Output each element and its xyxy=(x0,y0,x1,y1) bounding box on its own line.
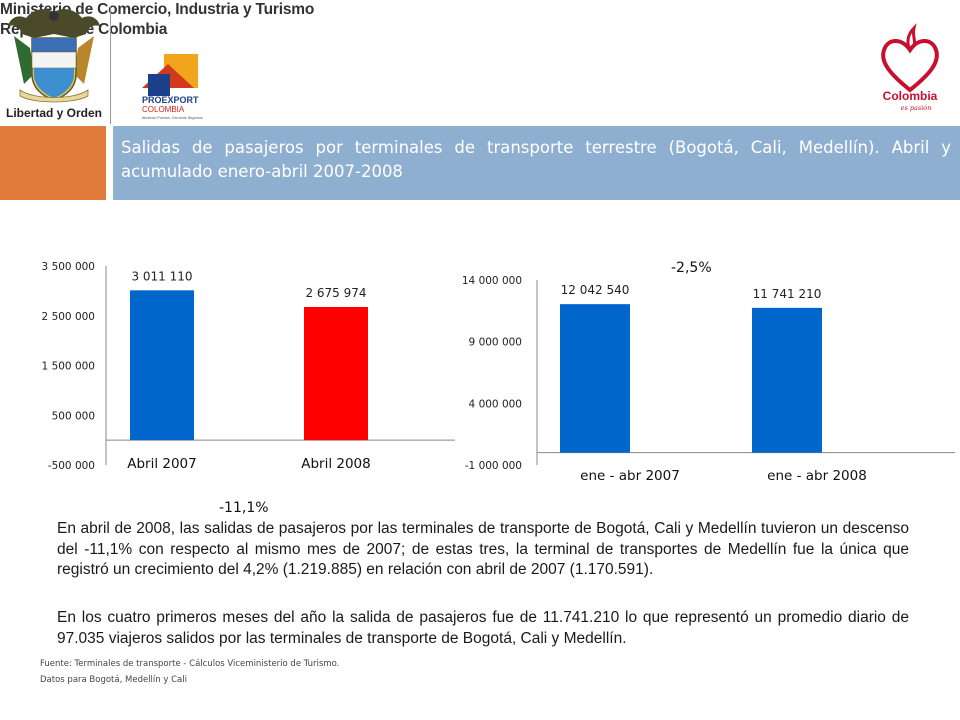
slide-title: Salidas de pasajeros por terminales de t… xyxy=(121,138,951,181)
data-note: Datos para Bogotá, Medellín y Cali xyxy=(40,675,187,685)
chart2-bar xyxy=(752,307,822,453)
colombia-brand-logo: Colombia es pasión xyxy=(881,23,939,112)
colombia-tagline-text: es pasión xyxy=(901,104,932,112)
accent-block xyxy=(0,126,106,200)
chart1-change-label: -11,1% xyxy=(219,500,269,516)
body-paragraph-1: En abril de 2008, las salidas de pasajer… xyxy=(57,520,909,578)
chart1-bar xyxy=(304,306,368,441)
proexport-country: COLOMBIA xyxy=(142,105,185,114)
chart2-category-label: ene - abr 2008 xyxy=(767,468,867,484)
chart2-ytick-label: 9 000 000 xyxy=(469,337,522,349)
chart2-change-label: -2,5% xyxy=(671,260,712,276)
chart1-value-label: 3 011 110 xyxy=(131,269,192,283)
chart2-ytick-label: 4 000 000 xyxy=(469,398,522,410)
chart2-bar xyxy=(560,304,630,453)
chart2-ytick-label: 14 000 000 xyxy=(462,275,522,287)
chart-jan-apr: 14 000 000 9 000 000 4 000 000 -1 000 000 12… xyxy=(462,275,955,484)
ministry-line1: Ministerio de Comercio, Industria y Turi… xyxy=(0,1,315,18)
chart2-ytick-label: -1 000 000 xyxy=(465,460,522,472)
chart-april: 3 500 000 2 500 000 1 500 000 500 000 -500 0… xyxy=(42,261,455,472)
title-bar xyxy=(113,126,960,200)
proexport-tagline: Abriendo Puertos, Cerrando Negocios xyxy=(142,116,203,120)
chart1-bar xyxy=(130,290,194,441)
chart1-ytick-label: -500 000 xyxy=(48,460,95,472)
chart2-category-label: ene - abr 2007 xyxy=(580,468,680,484)
chart1-ytick-label: 500 000 xyxy=(52,410,95,422)
source-note: Fuente: Terminales de transporte - Cálcu… xyxy=(40,659,340,669)
chart2-value-label: 11 741 210 xyxy=(753,287,822,301)
coat-motto-text: Libertad y Orden xyxy=(6,106,102,120)
proexport-logo: PROEXPORT COLOMBIA Abriendo Puertos, Cer… xyxy=(142,54,203,120)
chart1-value-label: 2 675 974 xyxy=(305,286,366,300)
chart1-category-label: Abril 2007 xyxy=(127,456,197,472)
chart1-ytick-label: 3 500 000 xyxy=(42,261,95,273)
charts-canvas: 3 500 000 2 500 000 1 500 000 500 000 -500 0… xyxy=(42,261,955,484)
colombia-brand-text: Colombia xyxy=(883,89,938,103)
header-divider xyxy=(110,6,111,124)
coat-of-arms-logo: Libertad y Orden xyxy=(6,9,102,120)
chart1-ytick-label: 2 500 000 xyxy=(42,311,95,323)
chart1-ytick-label: 1 500 000 xyxy=(42,361,95,373)
chart1-category-label: Abril 2008 xyxy=(301,456,371,472)
body-paragraph-2: En los cuatro primeros meses del año la … xyxy=(57,609,909,647)
proexport-name: PROEXPORT xyxy=(142,95,199,105)
chart2-value-label: 12 042 540 xyxy=(561,283,630,297)
condor-icon xyxy=(8,9,100,38)
